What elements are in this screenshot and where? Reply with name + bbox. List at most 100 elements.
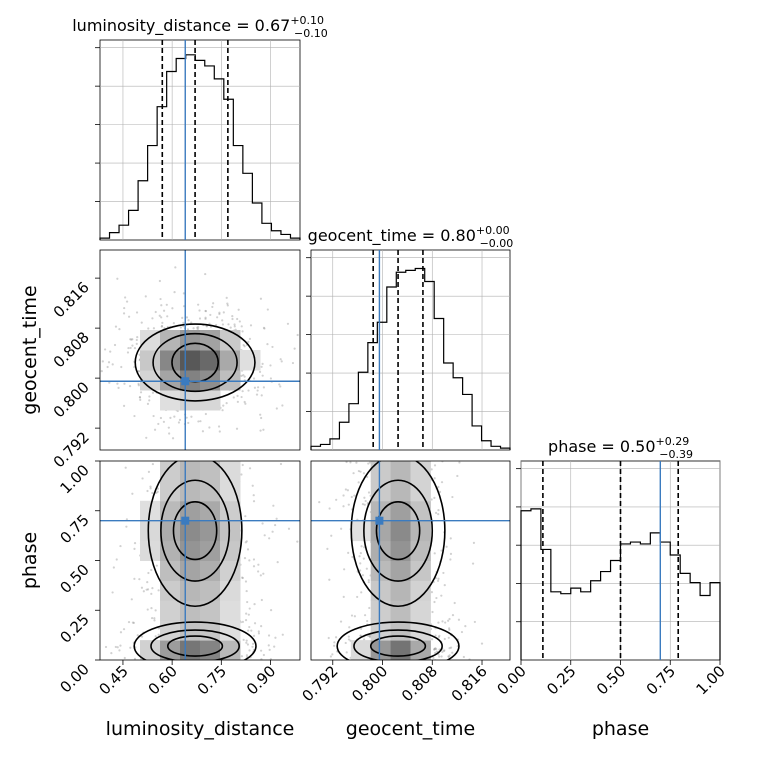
hist-panel-geocent_time: geocent_time = 0.80+0.00 −0.00 <box>306 224 514 451</box>
sample-point <box>343 568 346 571</box>
x-tick-label: 0.50 <box>593 662 629 698</box>
density-cell <box>200 350 221 371</box>
sample-point <box>111 363 114 366</box>
sample-point <box>33 431 35 433</box>
sample-point <box>160 316 163 319</box>
sample-point <box>252 377 256 380</box>
contour-line <box>133 621 257 660</box>
sample-point <box>198 309 201 312</box>
density-panel-luminosity_distance-geocent_time <box>33 249 301 451</box>
sample-point <box>435 596 438 600</box>
sample-point <box>135 311 139 314</box>
y-tick-label: 0.808 <box>50 328 93 371</box>
sample-point <box>139 398 142 401</box>
density-cell <box>140 640 161 660</box>
sample-point <box>107 361 111 364</box>
hist-panel-phase: phase = 0.50+0.29 −0.39 <box>516 435 721 661</box>
density-cell <box>410 461 431 482</box>
sample-point <box>208 322 211 325</box>
density-cell <box>160 580 181 601</box>
sample-point <box>267 644 270 647</box>
sample-point <box>212 302 215 305</box>
sample-point <box>248 559 251 562</box>
sample-point <box>390 668 392 670</box>
sample-point <box>260 625 263 628</box>
sample-point <box>133 346 137 350</box>
y-tick-label: 0.816 <box>50 278 93 321</box>
sample-point <box>262 386 265 389</box>
sample-point <box>241 576 244 580</box>
sample-point <box>168 432 171 435</box>
sample-point <box>257 632 261 635</box>
sample-point <box>252 634 256 637</box>
sample-point <box>127 346 130 350</box>
sample-point <box>437 509 440 512</box>
sample-point <box>451 651 454 654</box>
sample-point <box>271 345 274 349</box>
sample-point <box>114 325 118 328</box>
sample-point <box>257 386 260 389</box>
sample-point <box>440 549 443 552</box>
sample-point <box>361 574 365 577</box>
sample-point <box>448 627 451 630</box>
sample-point <box>249 324 253 327</box>
sample-point <box>231 315 234 318</box>
sample-point <box>248 337 252 340</box>
sample-point <box>222 404 225 407</box>
sample-point <box>208 426 211 429</box>
sample-point <box>266 308 269 311</box>
sample-point <box>260 649 263 652</box>
sample-point <box>248 649 251 652</box>
sample-point <box>363 496 366 499</box>
sample-point <box>360 627 363 630</box>
sample-point <box>184 665 186 667</box>
sample-point <box>256 389 259 392</box>
sample-point <box>156 487 160 490</box>
sample-point <box>196 327 200 331</box>
sample-point <box>128 315 131 318</box>
sample-point <box>218 430 221 433</box>
x-axis-label: luminosity_distance <box>106 718 295 740</box>
density-cell <box>200 461 221 482</box>
sample-point <box>433 648 436 651</box>
sample-point <box>247 629 250 632</box>
sample-point <box>244 541 247 544</box>
sample-point <box>192 327 195 330</box>
sample-point <box>155 491 158 494</box>
sample-point <box>153 428 157 431</box>
sample-point <box>342 505 345 508</box>
sample-point <box>437 621 440 624</box>
density-cell <box>160 480 181 502</box>
sample-point <box>153 617 156 620</box>
sample-point <box>145 588 148 591</box>
sample-point <box>226 302 229 305</box>
sample-point <box>363 614 367 617</box>
sample-point <box>125 518 128 521</box>
sample-point <box>291 361 295 365</box>
sample-point <box>166 315 169 318</box>
sample-point <box>362 557 365 560</box>
x-tick-label: 0.90 <box>243 662 279 698</box>
sample-point <box>113 343 117 347</box>
sample-point <box>127 620 131 624</box>
sample-point <box>115 558 118 561</box>
title-sub: −0.00 <box>480 237 514 250</box>
sample-point <box>442 649 446 653</box>
density-cell <box>370 620 392 641</box>
sample-point <box>260 365 263 368</box>
sample-point <box>276 561 279 564</box>
y-tick-label: 0.25 <box>56 610 92 646</box>
density-cell <box>200 560 221 581</box>
hist-panel-luminosity_distance: luminosity_distance = 0.67+0.10 −0.10 <box>72 14 328 241</box>
sample-point <box>234 665 236 667</box>
contour-line <box>134 323 256 402</box>
sample-point <box>150 606 153 610</box>
sample-point <box>251 645 254 648</box>
density-cell <box>220 370 241 391</box>
sample-point <box>293 347 296 350</box>
sample-point <box>196 326 199 329</box>
sample-point <box>434 511 438 514</box>
title-sup: +0.00 <box>476 224 510 237</box>
sample-point <box>146 489 149 493</box>
